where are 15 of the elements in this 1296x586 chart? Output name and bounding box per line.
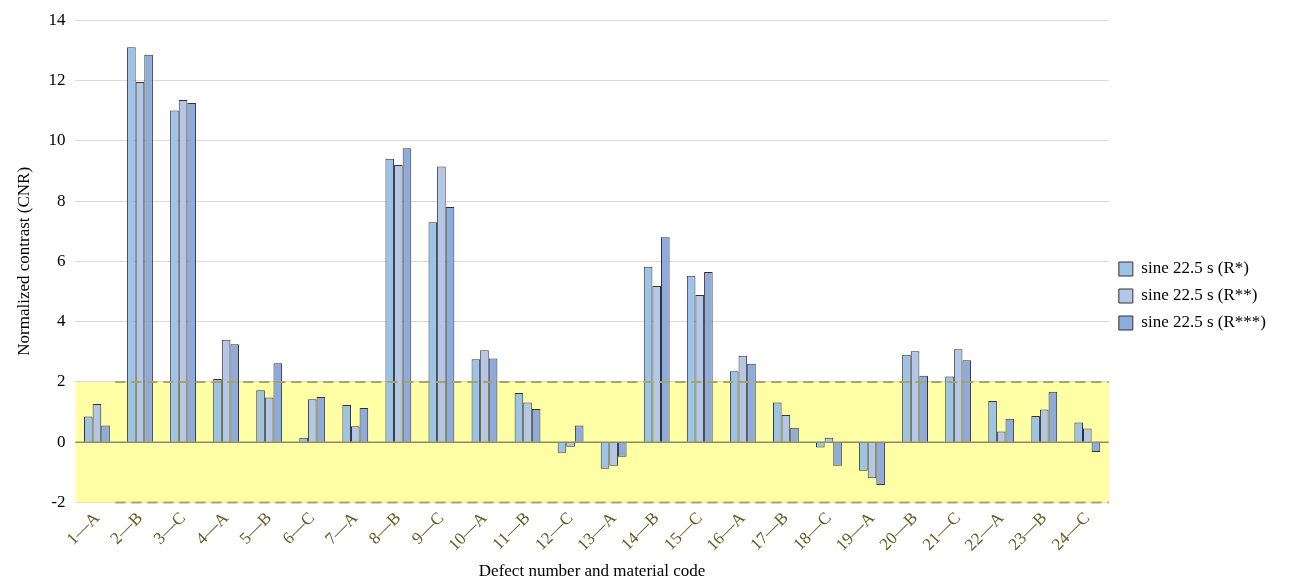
y-tick-label: -2 [51,491,66,511]
legend-label: sine 22.5 s (R**) [1141,285,1258,305]
x-axis-title: Defect number and material code [478,561,706,581]
legend-label: sine 22.5 s (R*) [1141,258,1250,278]
y-tick-label: 14 [48,9,66,29]
y-tick-label: 2 [56,371,66,391]
y-tick-label: 12 [48,69,66,89]
y-tick-label: 0 [56,431,66,451]
y-tick-label: 4 [56,311,66,331]
y-tick-label: 8 [56,190,66,210]
y-tick-label: 10 [48,130,66,150]
y-tick-label: 6 [56,250,66,270]
legend-label: sine 22.5 s (R***) [1141,312,1267,332]
x-tick-label: 4—A [191,507,233,549]
y-axis-title: Normalized contrast (CNR) [13,166,33,356]
